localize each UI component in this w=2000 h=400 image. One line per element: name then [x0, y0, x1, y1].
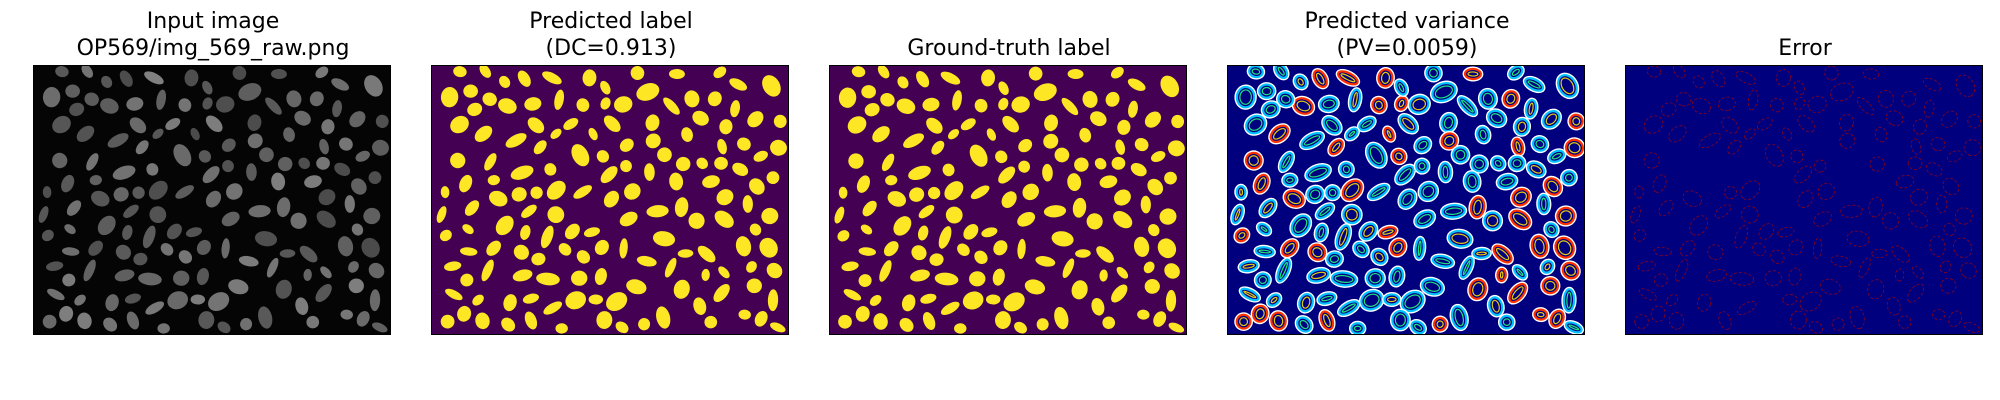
input-image-canvas — [34, 66, 390, 334]
title-line-2: (DC=0.913) — [545, 36, 677, 61]
title-line-2: OP569/img_569_raw.png — [76, 36, 350, 61]
title-line-2: Error — [1778, 36, 1832, 61]
ground-truth-label-view — [829, 65, 1187, 335]
title-line-2: (PV=0.0059) — [1336, 36, 1478, 61]
title-line-1: Predicted label — [529, 9, 693, 34]
title-line-1: Predicted variance — [1304, 9, 1510, 34]
predicted-variance-view — [1227, 65, 1585, 335]
title-line-2: Ground-truth label — [907, 36, 1111, 61]
error-canvas — [1626, 66, 1982, 334]
predicted-label-canvas — [432, 66, 788, 334]
error-view — [1625, 65, 1983, 335]
predicted-label-view — [431, 65, 789, 335]
input-image-view — [33, 65, 391, 335]
predicted-variance-canvas — [1228, 66, 1584, 334]
title-line-1: Input image — [146, 9, 280, 34]
ground-truth-label-canvas — [830, 66, 1186, 334]
